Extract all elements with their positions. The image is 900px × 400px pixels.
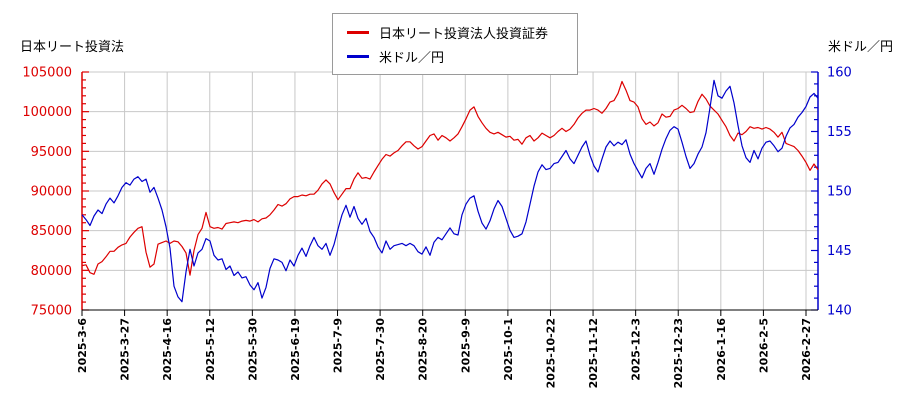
legend-item-usdjpy: 米ドル／円 bbox=[347, 44, 565, 68]
usdjpy-line-swatch bbox=[347, 54, 369, 58]
right-axis-label: 160 bbox=[827, 66, 852, 81]
legend-item-reit: 日本リート投資法人投資証券 bbox=[347, 20, 565, 44]
right-axis-label: 140 bbox=[827, 304, 852, 319]
left-axis-label: 95000 bbox=[31, 145, 72, 160]
x-axis-label: 2025-11-12 bbox=[587, 318, 600, 388]
series-line-1 bbox=[81, 79, 819, 303]
x-axis-label: 2025-8-20 bbox=[417, 318, 430, 381]
right-axis-title: 米ドル／円 bbox=[827, 40, 893, 55]
x-axis-label: 2025-10-22 bbox=[544, 318, 557, 388]
x-axis-label: 2025-7-9 bbox=[332, 318, 345, 373]
left-axis-label: 90000 bbox=[31, 185, 72, 200]
x-axis-label: 2025-9-9 bbox=[459, 318, 472, 373]
x-axis-label: 2025-7-30 bbox=[374, 318, 387, 381]
left-axis-label: 105000 bbox=[22, 66, 72, 81]
x-axis-label: 2025-6-19 bbox=[289, 318, 302, 381]
right-axis-label: 150 bbox=[827, 185, 852, 200]
legend: 日本リート投資法人投資証券 米ドル／円 bbox=[332, 13, 578, 75]
legend-label-reit: 日本リート投資法人投資証券 bbox=[379, 26, 549, 42]
left-axis-label: 80000 bbox=[31, 264, 72, 279]
left-axis-label: 100000 bbox=[22, 105, 72, 120]
reit-line-swatch bbox=[347, 30, 369, 34]
x-axis-label: 2025-12-23 bbox=[672, 318, 685, 388]
left-axis-title: 日本リート投資法 bbox=[20, 40, 125, 55]
x-axis-label: 2026-2-27 bbox=[800, 318, 813, 381]
x-axis-label: 2025-3-6 bbox=[76, 318, 89, 373]
x-axis-label: 2026-1-16 bbox=[715, 318, 728, 381]
x-axis-label: 2025-4-16 bbox=[161, 318, 174, 381]
left-axis-label: 75000 bbox=[31, 304, 72, 319]
x-axis-label: 2025-12-3 bbox=[630, 318, 643, 381]
x-axis-label: 2026-2-5 bbox=[757, 318, 770, 373]
right-axis-label: 155 bbox=[827, 125, 852, 140]
legend-label-usdjpy: 米ドル／円 bbox=[379, 50, 445, 66]
series-line-0 bbox=[81, 80, 819, 276]
x-axis-label: 2025-5-30 bbox=[246, 318, 259, 381]
right-axis-label: 145 bbox=[827, 244, 852, 259]
x-axis-label: 2025-10-1 bbox=[502, 318, 515, 381]
left-axis-label: 85000 bbox=[31, 224, 72, 239]
x-axis-label: 2025-5-12 bbox=[204, 318, 217, 381]
x-axis-label: 2025-3-27 bbox=[119, 318, 132, 381]
